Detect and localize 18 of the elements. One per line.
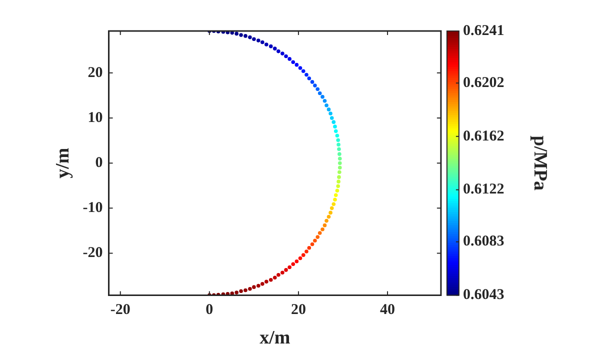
y-tick-label: 0 [95,154,103,171]
x-axis-title: x/m [260,328,290,349]
y-tick-label: -10 [82,200,103,216]
x-tick-label: -20 [110,302,130,318]
y-tick-label: 10 [88,110,103,126]
y-tick-label: 20 [88,64,103,81]
color-bar-label: 0.6083 [462,234,504,250]
color-bar-title: p/MPa [530,136,551,192]
y-axis-title: y/m [52,148,74,178]
color-bar-label: 0.6241 [462,22,504,39]
color-bar-label: 0.6202 [462,74,504,91]
x-tick-label: 20 [290,302,306,318]
x-tick-label: 0 [206,302,214,318]
color-bar-label: 0.6162 [462,128,504,144]
y-tick-label: -20 [82,245,103,262]
x-tick-label: 40 [380,302,396,318]
color-bar-label: 0.6122 [462,182,504,198]
color-bar-label: 0.6043 [462,287,504,304]
